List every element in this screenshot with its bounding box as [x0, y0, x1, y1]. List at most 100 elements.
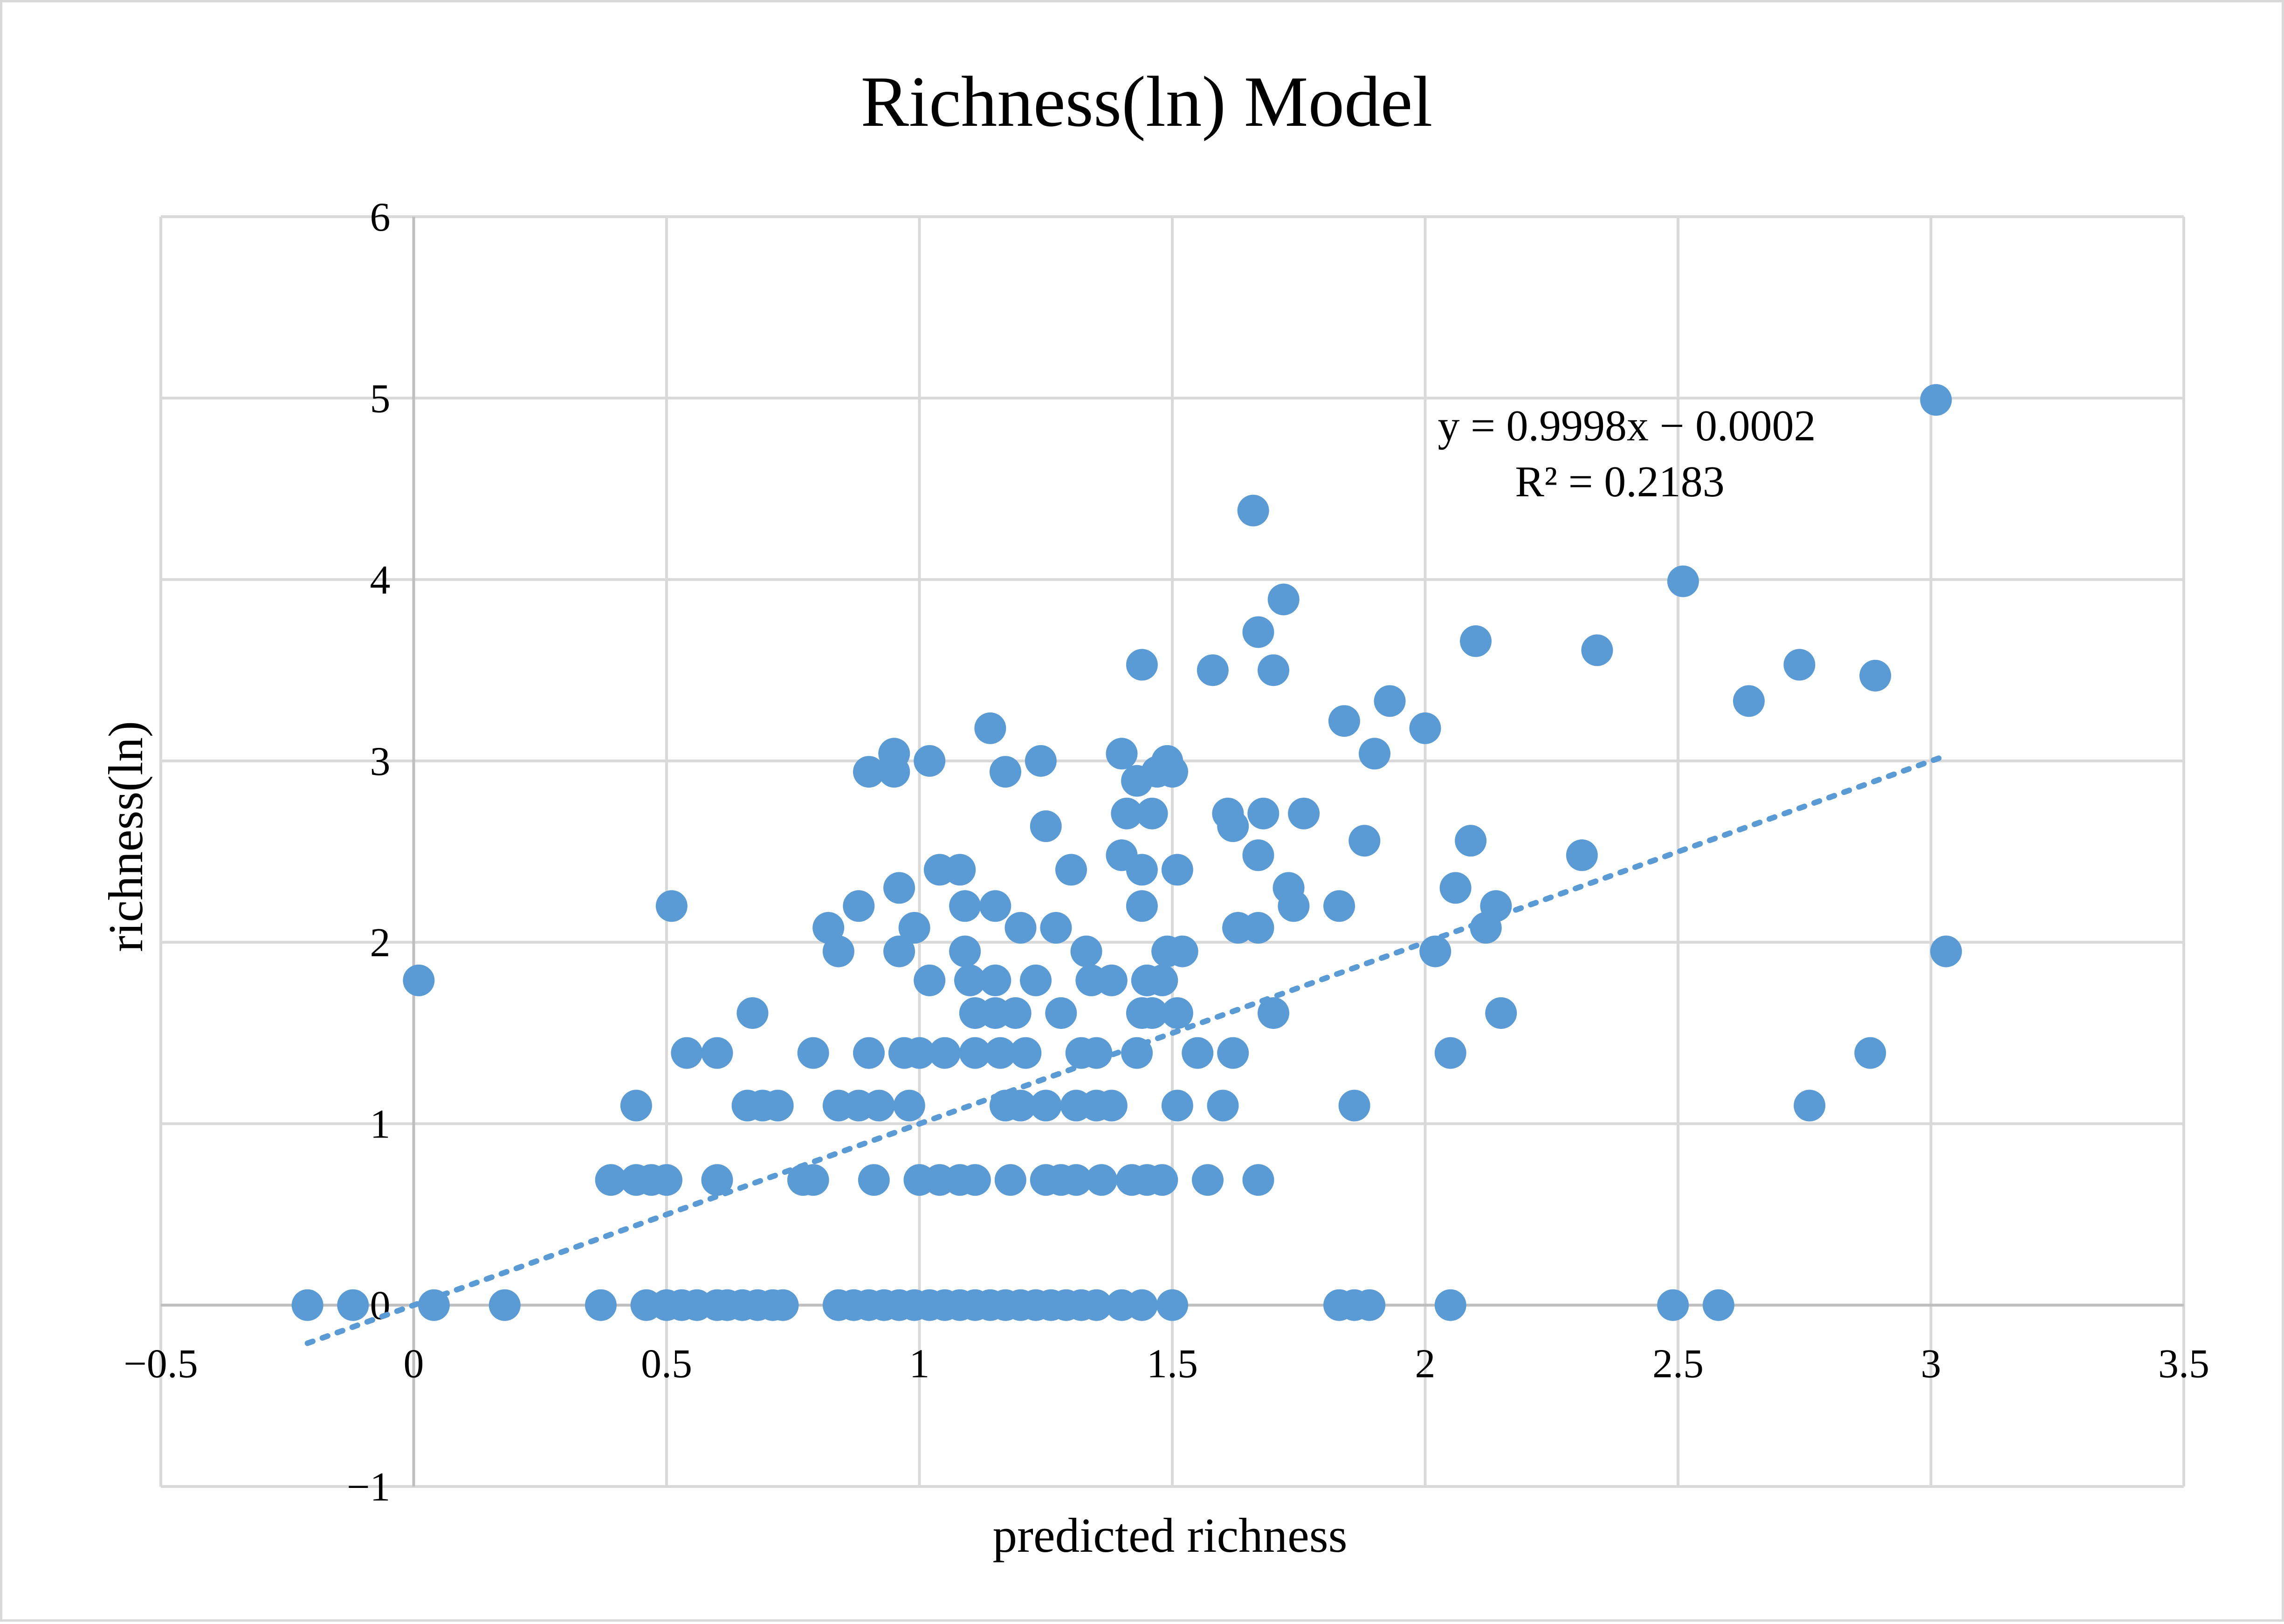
y-tick-label: 6	[370, 195, 391, 240]
data-point	[979, 890, 1011, 922]
data-point	[999, 997, 1032, 1029]
data-point	[1733, 685, 1765, 717]
data-point	[797, 1164, 829, 1196]
data-point	[853, 756, 885, 788]
data-point	[853, 1037, 885, 1069]
x-tick-label: 3	[1921, 1342, 1941, 1387]
data-point	[1191, 1164, 1224, 1196]
data-point	[1455, 825, 1487, 857]
data-point	[1161, 997, 1193, 1029]
data-point	[1166, 935, 1198, 967]
data-point	[843, 890, 875, 922]
data-point	[403, 964, 435, 996]
data-point	[701, 1037, 733, 1069]
data-point	[1859, 659, 1892, 692]
data-point	[1126, 890, 1158, 922]
data-point	[797, 1037, 829, 1069]
x-tick-label: 3.5	[2158, 1342, 2209, 1387]
data-point	[595, 1164, 627, 1196]
data-point	[858, 1164, 890, 1196]
data-point	[1080, 1037, 1113, 1069]
data-point	[651, 1164, 682, 1196]
data-point	[903, 1037, 936, 1069]
x-tick-label: 0	[404, 1342, 424, 1387]
data-point	[1267, 583, 1300, 616]
data-point	[1702, 1289, 1734, 1321]
data-point	[1020, 964, 1052, 996]
data-point	[1288, 797, 1320, 829]
data-point	[762, 1090, 794, 1122]
data-point	[1121, 1037, 1153, 1069]
data-point	[1146, 964, 1178, 996]
data-point	[1095, 964, 1128, 996]
trendline-r-squared: R² = 0.2183	[1515, 458, 1724, 506]
data-point	[949, 935, 981, 967]
y-tick-label: 1	[370, 1102, 391, 1147]
data-point	[989, 756, 1021, 788]
data-point	[1040, 912, 1072, 944]
data-point	[1434, 1289, 1466, 1321]
data-point	[1359, 738, 1390, 770]
data-point	[1151, 745, 1183, 777]
data-point	[1025, 745, 1057, 777]
data-point	[1566, 839, 1598, 871]
data-point	[1328, 705, 1360, 737]
data-point	[291, 1289, 323, 1321]
data-point	[979, 964, 1011, 996]
data-point	[1095, 1090, 1128, 1122]
x-tick-label: 1	[909, 1342, 930, 1387]
data-point	[944, 854, 976, 886]
y-tick-label: −1	[347, 1465, 391, 1510]
data-point	[1657, 1289, 1689, 1321]
data-point	[1010, 1037, 1042, 1069]
data-point	[1374, 685, 1406, 717]
data-point	[1146, 1164, 1178, 1196]
data-point	[1667, 565, 1699, 597]
data-points	[291, 384, 1962, 1321]
data-point	[1794, 1090, 1826, 1122]
data-point	[585, 1289, 617, 1321]
data-point	[1237, 494, 1269, 527]
data-point	[893, 1090, 925, 1122]
data-point	[1212, 797, 1244, 829]
data-point	[1323, 890, 1355, 922]
data-point	[1004, 1090, 1037, 1122]
data-point	[1182, 1037, 1214, 1069]
data-point	[1247, 797, 1280, 829]
x-tick-label: 0.5	[641, 1342, 692, 1387]
data-point	[1242, 1164, 1274, 1196]
data-point	[1485, 997, 1517, 1029]
y-tick-label: 5	[370, 376, 391, 421]
data-point	[954, 964, 986, 996]
data-point	[701, 1164, 733, 1196]
x-tick-label: 2	[1415, 1342, 1436, 1387]
y-axis-title: richness(ln)	[98, 721, 153, 952]
data-point	[1460, 625, 1492, 657]
data-point	[1338, 1090, 1370, 1122]
data-point	[1070, 935, 1102, 967]
data-point	[1136, 997, 1168, 1029]
data-point	[1242, 616, 1274, 648]
data-point	[1080, 1289, 1113, 1321]
data-point	[959, 1037, 991, 1069]
data-point	[1258, 997, 1289, 1029]
data-point	[914, 964, 946, 996]
data-point	[1217, 1037, 1249, 1069]
data-point	[1480, 890, 1512, 922]
data-point	[1030, 810, 1062, 842]
data-point	[929, 1037, 961, 1069]
data-point	[1060, 1164, 1092, 1196]
data-point	[1197, 654, 1229, 686]
data-point	[863, 1090, 895, 1122]
data-point	[1354, 1289, 1386, 1321]
x-tick-label: −0.5	[124, 1342, 198, 1387]
data-point	[1434, 1037, 1466, 1069]
data-point	[1161, 1090, 1193, 1122]
data-point	[1045, 997, 1077, 1029]
data-point	[1258, 654, 1289, 686]
data-point	[767, 1289, 799, 1321]
data-point	[1207, 1090, 1239, 1122]
data-point	[1930, 935, 1962, 967]
y-tick-label: 4	[370, 558, 391, 603]
